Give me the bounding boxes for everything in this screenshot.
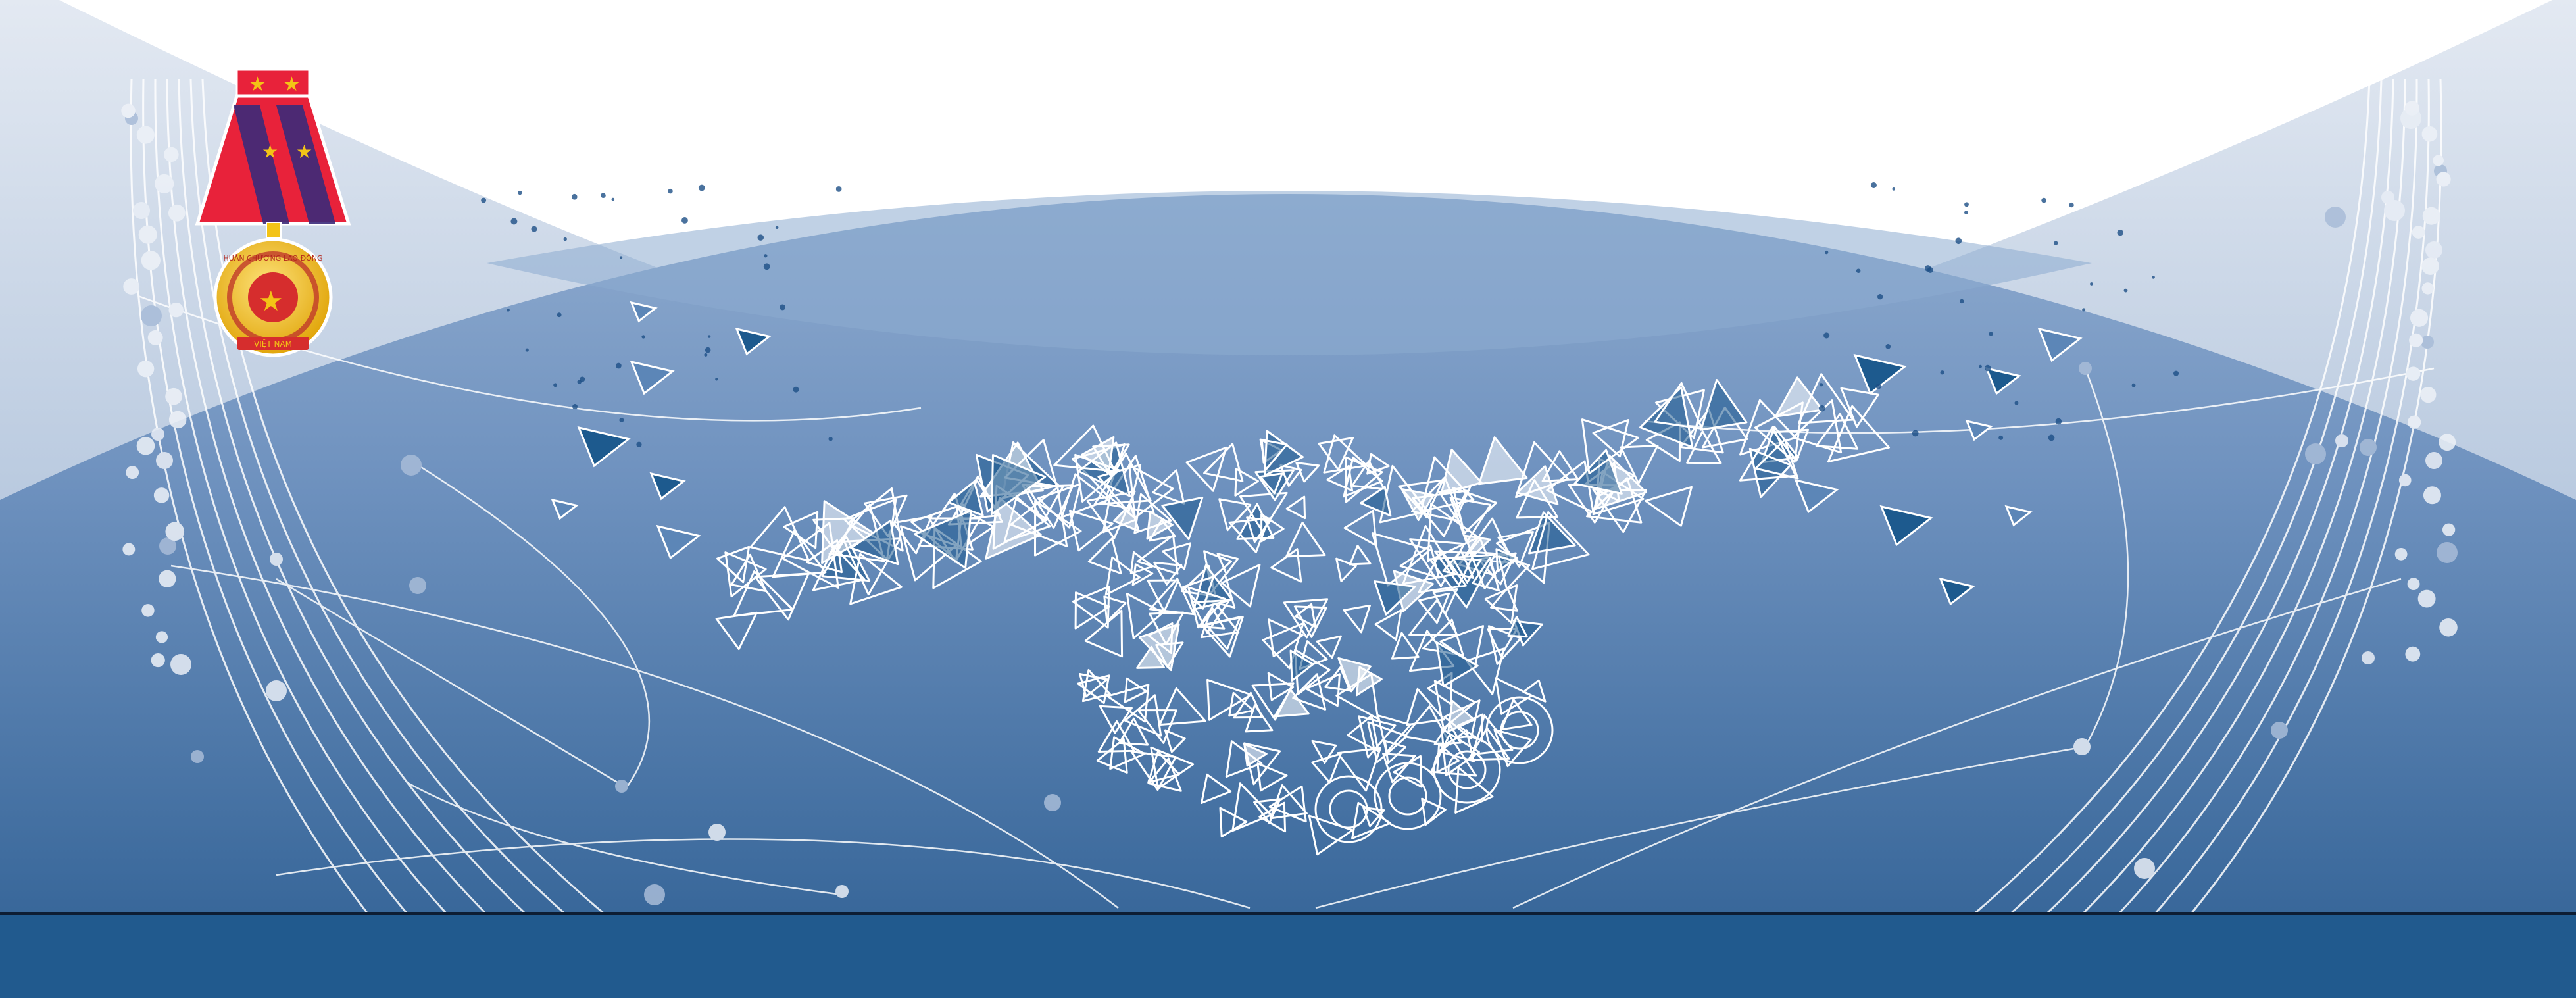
footer-band (0, 913, 2576, 998)
svg-text:★: ★ (283, 73, 301, 96)
dome (0, 194, 2576, 998)
medal-ring-text: HUÂN CHƯƠNG LAO ĐỘNG (223, 254, 322, 262)
sky-left (0, 0, 750, 513)
floating-facets (481, 182, 2179, 606)
svg-text:★: ★ (259, 285, 284, 317)
handshake-icon (715, 373, 1890, 856)
medal-icon: ★ ★ ★ ★ ★ HUÂN CHƯƠNG LAO ĐỘNG VIỆT NAM (195, 68, 351, 357)
svg-text:★: ★ (262, 141, 278, 162)
sky-right (1816, 0, 2576, 513)
svg-text:★: ★ (249, 73, 266, 96)
medal-base-text: VIỆT NAM (254, 339, 292, 349)
svg-text:★: ★ (296, 141, 312, 162)
dome-cap (487, 191, 2092, 355)
globe-network-icon (121, 78, 2458, 916)
